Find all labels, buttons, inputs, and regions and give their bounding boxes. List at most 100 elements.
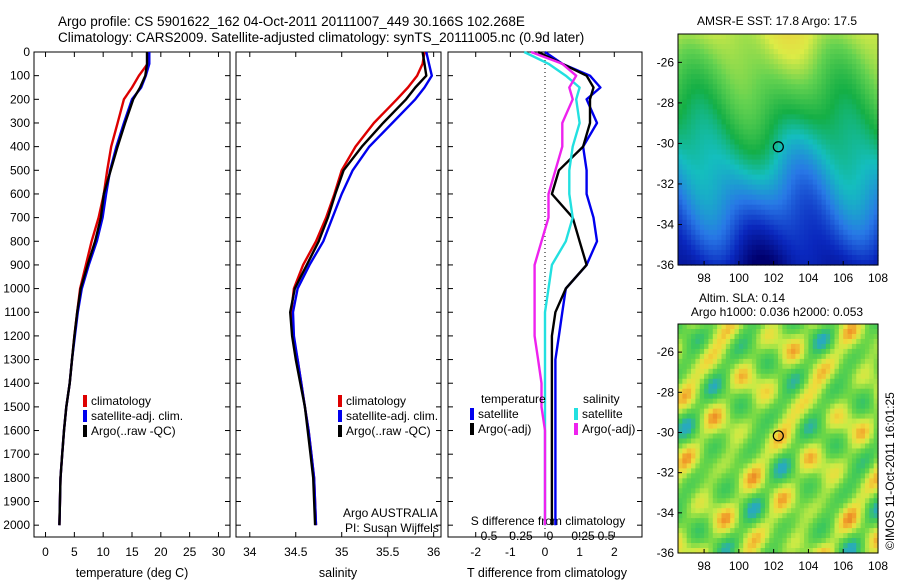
map-cell bbox=[708, 388, 714, 395]
map-cell bbox=[760, 154, 766, 161]
map-cell bbox=[791, 443, 796, 450]
map-cell bbox=[817, 109, 823, 115]
map-cell bbox=[704, 538, 710, 544]
map-cell bbox=[682, 169, 688, 176]
map-cell bbox=[730, 328, 736, 335]
map-cell bbox=[821, 99, 827, 105]
map-cell bbox=[717, 363, 723, 370]
map-cell bbox=[799, 538, 805, 544]
map-cell bbox=[795, 368, 801, 375]
map-cell bbox=[864, 174, 870, 181]
map-cell bbox=[817, 169, 823, 176]
map-cell bbox=[847, 229, 853, 236]
map-cell bbox=[704, 74, 710, 80]
map-xtick-label: 100 bbox=[729, 559, 749, 573]
map-cell bbox=[756, 164, 762, 171]
map-cell bbox=[695, 104, 701, 110]
map-cell bbox=[873, 49, 879, 55]
map-cell bbox=[860, 249, 866, 256]
map-cell bbox=[847, 139, 853, 146]
header-line1: Argo profile: CS 5901622_162 04-Oct-2011… bbox=[58, 14, 525, 29]
map-cell bbox=[717, 159, 723, 166]
map-cell bbox=[721, 94, 727, 100]
map-cell bbox=[851, 443, 857, 450]
map-cell bbox=[756, 139, 762, 146]
map-cell bbox=[751, 368, 757, 375]
map-cell bbox=[843, 418, 849, 425]
map-cell bbox=[738, 244, 744, 251]
map-cell bbox=[769, 333, 775, 340]
map-cell bbox=[678, 478, 683, 484]
map-cell bbox=[678, 413, 683, 420]
map-cell bbox=[851, 104, 857, 110]
map-cell bbox=[799, 124, 805, 131]
map-cell bbox=[856, 209, 862, 216]
map-cell bbox=[691, 199, 696, 206]
map-cell bbox=[804, 463, 810, 469]
map-cell bbox=[773, 418, 779, 425]
map-cell bbox=[838, 214, 844, 221]
map-cell bbox=[778, 189, 783, 196]
map-cell bbox=[817, 324, 823, 330]
map-cell bbox=[773, 443, 779, 450]
map-cell bbox=[821, 159, 827, 166]
map-cell bbox=[799, 548, 805, 554]
map-cell bbox=[712, 239, 718, 246]
map-cell bbox=[786, 418, 792, 425]
map-cell bbox=[695, 393, 701, 400]
map-cell bbox=[799, 209, 805, 216]
map-cell bbox=[751, 443, 757, 450]
map-cell bbox=[860, 204, 866, 211]
map-cell bbox=[730, 79, 736, 85]
map-cell bbox=[769, 433, 775, 440]
map-cell bbox=[786, 378, 792, 385]
map-cell bbox=[791, 119, 796, 125]
map-cell bbox=[834, 458, 840, 464]
map-cell bbox=[704, 533, 710, 539]
map-cell bbox=[864, 219, 870, 226]
map-cell bbox=[847, 234, 853, 241]
map-cell bbox=[730, 378, 736, 385]
map-cell bbox=[725, 468, 731, 474]
map-cell bbox=[712, 119, 718, 125]
map-cell bbox=[738, 388, 744, 395]
map-cell bbox=[769, 443, 775, 450]
map-cell bbox=[856, 144, 862, 151]
map-cell bbox=[812, 149, 818, 156]
map-cell bbox=[704, 89, 710, 95]
map-cell bbox=[725, 144, 731, 151]
map-cell bbox=[847, 54, 853, 60]
map-cell bbox=[856, 199, 862, 206]
x-tick-label: 30 bbox=[212, 545, 226, 559]
map-cell bbox=[747, 244, 753, 251]
map-cell bbox=[834, 483, 840, 489]
map-cell bbox=[830, 219, 836, 226]
map-cell bbox=[847, 518, 853, 524]
map-cell bbox=[751, 423, 757, 430]
map-cell bbox=[786, 478, 792, 484]
map-cell bbox=[708, 194, 714, 201]
map-cell bbox=[760, 259, 766, 266]
map-cell bbox=[686, 69, 692, 75]
map-cell bbox=[686, 363, 692, 370]
map-cell bbox=[873, 44, 879, 50]
map-cell bbox=[795, 428, 801, 435]
map-cell bbox=[851, 239, 857, 246]
map-cell bbox=[834, 154, 840, 161]
map-cell bbox=[821, 49, 827, 55]
map-cell bbox=[830, 483, 836, 489]
map-cell bbox=[786, 438, 792, 445]
map-cell bbox=[786, 463, 792, 469]
map-cell bbox=[704, 244, 710, 251]
map-cell bbox=[778, 543, 783, 549]
map-cell bbox=[817, 199, 823, 206]
map-cell bbox=[799, 169, 805, 176]
map-cell bbox=[847, 109, 853, 115]
map-cell bbox=[795, 408, 801, 415]
map-cell bbox=[795, 199, 801, 206]
map-cell bbox=[691, 74, 696, 80]
map-cell bbox=[717, 154, 723, 161]
map-cell bbox=[704, 149, 710, 156]
map-cell bbox=[830, 199, 836, 206]
map-cell bbox=[799, 348, 805, 355]
